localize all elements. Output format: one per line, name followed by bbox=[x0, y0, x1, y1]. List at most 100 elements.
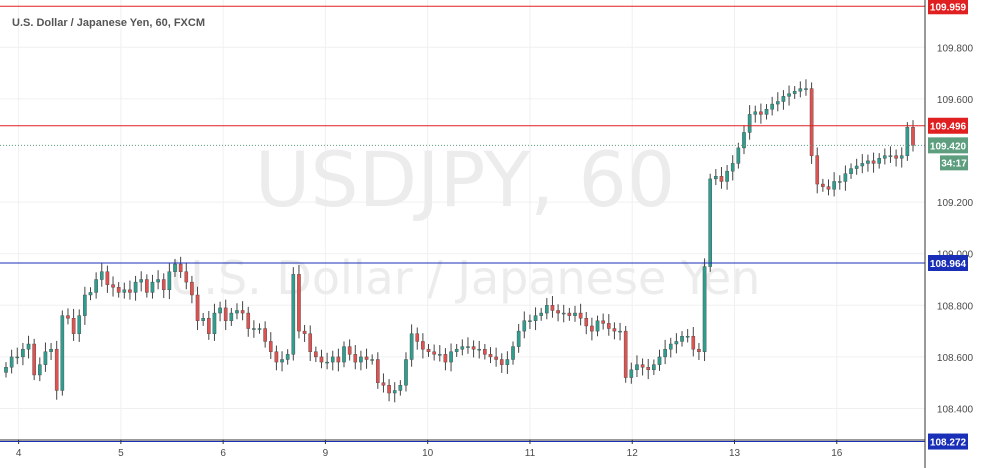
candle-body bbox=[195, 294, 200, 321]
candle-body bbox=[77, 315, 82, 334]
last-price-tag-background bbox=[928, 137, 968, 154]
candle-body bbox=[364, 356, 369, 360]
candle-body bbox=[285, 354, 290, 360]
candle-body bbox=[415, 333, 420, 342]
candle-body bbox=[111, 284, 115, 288]
candle-body bbox=[854, 165, 859, 169]
time-tick-label: 4 bbox=[16, 448, 22, 459]
candle-body bbox=[190, 281, 194, 296]
candle-body bbox=[116, 287, 121, 293]
candle-body bbox=[809, 88, 814, 156]
candle-body bbox=[274, 351, 279, 363]
candle-body bbox=[781, 96, 786, 102]
candle-body bbox=[663, 348, 667, 358]
candle-body bbox=[618, 330, 622, 333]
candle-body bbox=[54, 348, 59, 391]
candle-body bbox=[409, 333, 414, 360]
level-price-tag-background bbox=[928, 0, 968, 15]
candle-body bbox=[894, 155, 898, 159]
candle-body bbox=[302, 330, 307, 334]
candle-body bbox=[257, 328, 262, 330]
candle-body bbox=[499, 359, 504, 365]
candle-body bbox=[640, 364, 645, 368]
candle-body bbox=[539, 312, 543, 316]
candle-body bbox=[471, 346, 476, 350]
candle-body bbox=[584, 318, 589, 327]
candle-body bbox=[66, 315, 70, 319]
candle-body bbox=[223, 307, 228, 321]
candle-body bbox=[590, 325, 594, 332]
candle-body bbox=[207, 318, 211, 334]
level-price-tag-background bbox=[928, 255, 968, 271]
candle-body bbox=[218, 307, 222, 314]
candle-body bbox=[161, 279, 166, 291]
candle-body bbox=[770, 103, 774, 110]
candle-body bbox=[156, 279, 160, 283]
time-tick-label: 11 bbox=[525, 448, 536, 459]
candle-body bbox=[550, 305, 555, 311]
candle-body bbox=[494, 356, 498, 360]
candle-body bbox=[145, 279, 149, 293]
candle-body bbox=[94, 279, 98, 293]
candle-body bbox=[184, 271, 189, 283]
candle-body bbox=[483, 348, 487, 355]
level-price-tag: 109.496 bbox=[930, 122, 967, 133]
level-price-tag: 109.959 bbox=[930, 2, 967, 13]
candle-body bbox=[905, 127, 910, 156]
price-tick-label: 109.600 bbox=[937, 95, 974, 106]
countdown-tag-background bbox=[940, 155, 968, 171]
candle-body bbox=[747, 114, 752, 133]
candle-body bbox=[697, 348, 701, 352]
candle-body bbox=[657, 356, 662, 365]
time-tick-label: 10 bbox=[422, 448, 434, 459]
candle-body bbox=[178, 263, 183, 272]
candle-body bbox=[280, 359, 284, 363]
time-tick-label: 16 bbox=[831, 448, 843, 459]
candle-body bbox=[99, 271, 104, 280]
watermark-symbol: USDJPY, 60 bbox=[255, 135, 675, 224]
candle-body bbox=[359, 356, 363, 363]
candle-body bbox=[398, 385, 403, 391]
level-price-tag-background bbox=[928, 433, 968, 450]
candle-body bbox=[804, 88, 808, 90]
price-tick-label: 109.200 bbox=[937, 198, 974, 209]
candle-body bbox=[263, 328, 267, 342]
candle-body bbox=[595, 320, 600, 332]
candle-body bbox=[685, 336, 690, 338]
time-tick-label: 9 bbox=[323, 448, 329, 459]
level-price-tag: 108.272 bbox=[930, 438, 967, 449]
level-price-tag: 108.964 bbox=[930, 259, 967, 270]
candle-body bbox=[353, 354, 358, 363]
candle-body bbox=[404, 359, 408, 386]
candle-body bbox=[330, 356, 335, 363]
time-tick-label: 5 bbox=[118, 448, 124, 459]
candle-body bbox=[522, 320, 527, 332]
candle-body bbox=[454, 348, 459, 352]
candle-body bbox=[83, 294, 87, 316]
candle-body bbox=[775, 101, 780, 105]
candle-body bbox=[308, 333, 313, 352]
candle-body bbox=[376, 359, 380, 383]
watermark-name: U.S. Dollar / Japanese Yen bbox=[170, 251, 761, 305]
candle-body bbox=[652, 364, 656, 371]
candle-body bbox=[252, 328, 256, 330]
price-tick-label: 108.800 bbox=[937, 301, 974, 312]
candle-body bbox=[871, 160, 876, 164]
candle-body bbox=[674, 341, 679, 345]
candle-body bbox=[792, 90, 797, 94]
candle-body bbox=[319, 356, 324, 363]
candle-body bbox=[736, 147, 741, 164]
candle-body bbox=[719, 176, 724, 182]
candle-body bbox=[325, 361, 329, 364]
candle-body bbox=[545, 305, 549, 314]
candle-body bbox=[314, 351, 318, 358]
candle-body bbox=[229, 312, 234, 321]
candle-body bbox=[561, 312, 566, 315]
candle-body bbox=[849, 168, 853, 174]
candle-body bbox=[787, 93, 791, 97]
candle-body bbox=[32, 343, 36, 376]
candle-body bbox=[201, 318, 205, 321]
candle-body bbox=[150, 281, 155, 293]
candle-body bbox=[567, 312, 572, 316]
